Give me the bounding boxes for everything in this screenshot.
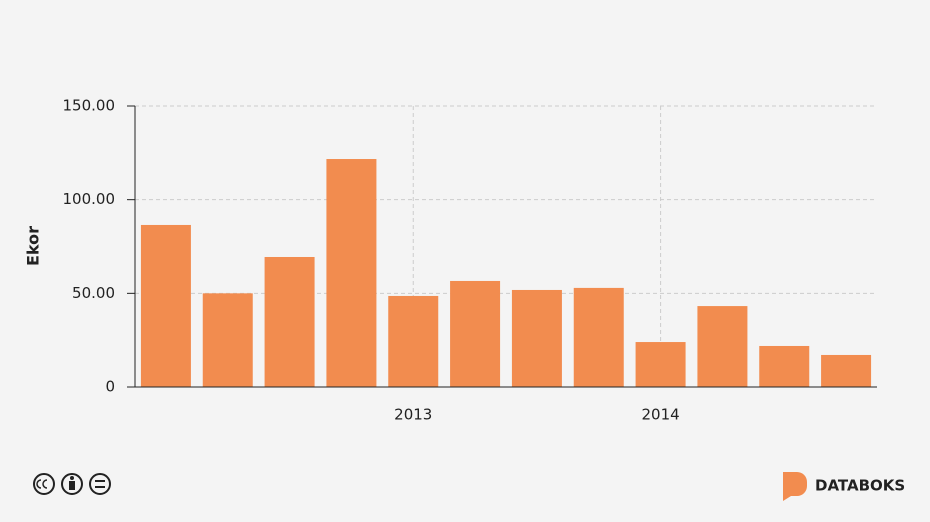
brand-name: DATABOKS	[815, 477, 905, 495]
bar	[511, 289, 562, 387]
bar	[573, 287, 624, 387]
y-tick-label: 100.00	[63, 190, 116, 208]
bar	[759, 345, 810, 387]
bar	[140, 224, 191, 387]
bar	[821, 354, 872, 387]
bar	[264, 256, 315, 387]
y-axis-label: Ekor	[24, 226, 43, 266]
bar	[635, 342, 686, 387]
x-tick-label: 2013	[394, 406, 432, 424]
bar	[326, 159, 377, 387]
license-icons	[33, 473, 111, 495]
brand-logo	[783, 472, 807, 501]
bar	[388, 295, 439, 387]
bar	[450, 280, 501, 387]
bar	[697, 306, 748, 387]
y-tick-label: 0	[105, 378, 115, 396]
x-tick-label: 2014	[641, 406, 679, 424]
bar	[202, 293, 253, 387]
y-tick-label: 150.00	[63, 97, 116, 115]
y-tick-label: 50.00	[72, 284, 115, 302]
